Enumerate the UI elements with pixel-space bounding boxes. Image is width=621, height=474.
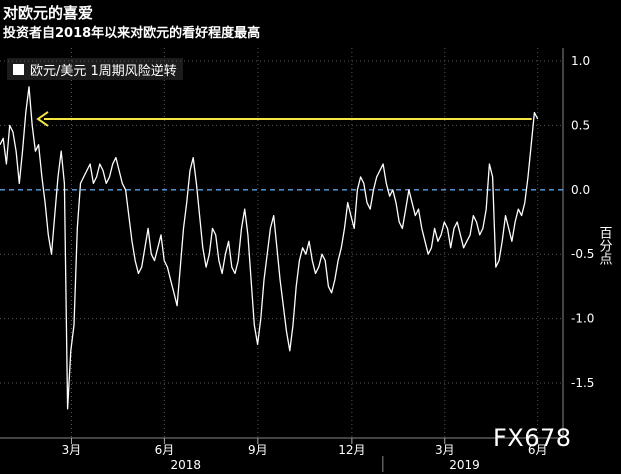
x-tick-label: 3月 [435,443,455,457]
year-label: 2018 [171,458,202,472]
series-line [0,86,539,410]
y-tick-label: -0.5 [571,247,594,261]
x-tick-label: 12月 [338,443,365,457]
year-label: 2019 [449,458,480,472]
legend-label: 欧元/美元 1周期风险逆转 [30,63,177,79]
chart-title: 对欧元的喜爱 [3,4,94,22]
x-tick-label: 6月 [155,443,175,457]
legend: 欧元/美元 1周期风险逆转 [7,58,183,80]
watermark: FX678 [493,424,572,452]
x-tick-label: 6月 [528,443,548,457]
reference-arrow-head [36,111,49,127]
y-axis-label: 百分点 [597,226,613,265]
x-tick-label: 9月 [248,443,268,457]
chart-subtitle: 投资者自2018年以来对欧元的看好程度最高 [3,26,261,41]
y-tick-label: 0.0 [571,183,590,197]
x-tick-label: 3月 [62,443,82,457]
y-tick-label: 0.5 [571,118,590,132]
y-tick-label: -1.0 [571,312,594,326]
legend-swatch [13,63,24,75]
y-tick-label: -1.5 [571,376,594,390]
y-tick-label: 1.0 [571,54,590,68]
